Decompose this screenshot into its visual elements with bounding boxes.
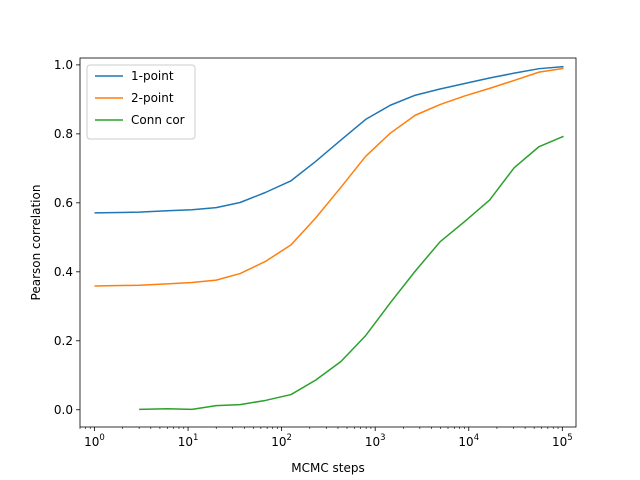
series-line-1-point xyxy=(94,65,564,214)
x-tick-label: 101 xyxy=(178,433,199,449)
y-tick-label: 0.2 xyxy=(54,334,73,348)
x-tick-label: 103 xyxy=(365,433,386,449)
x-tick-label: 105 xyxy=(552,433,573,449)
axes-frame xyxy=(79,57,577,428)
series-line-2-point xyxy=(94,67,564,287)
x-axis-label: MCMC steps xyxy=(291,461,365,475)
plot-area xyxy=(94,65,564,411)
legend-label: Conn cor xyxy=(131,113,185,127)
x-tick-label: 102 xyxy=(271,433,292,449)
x-axis: 100 101 102 103 104 105 xyxy=(79,427,573,449)
series-line-conn-cor xyxy=(139,135,564,411)
legend: 1-point 2-point Conn cor xyxy=(86,64,196,140)
y-tick-label: 0.0 xyxy=(54,403,73,417)
x-tick-label: 100 xyxy=(84,433,105,449)
y-tick-label: 0.6 xyxy=(54,196,73,210)
legend-label: 2-point xyxy=(131,91,174,105)
y-tick-label: 0.4 xyxy=(54,265,73,279)
y-tick-label: 1.0 xyxy=(54,58,73,72)
legend-label: 1-point xyxy=(131,69,174,83)
y-axis: 0.0 0.2 0.4 0.6 0.8 1.0 xyxy=(54,58,80,417)
x-tick-label: 104 xyxy=(458,433,479,449)
y-tick-label: 0.8 xyxy=(54,127,73,141)
y-axis-label: Pearson correlation xyxy=(29,185,43,301)
